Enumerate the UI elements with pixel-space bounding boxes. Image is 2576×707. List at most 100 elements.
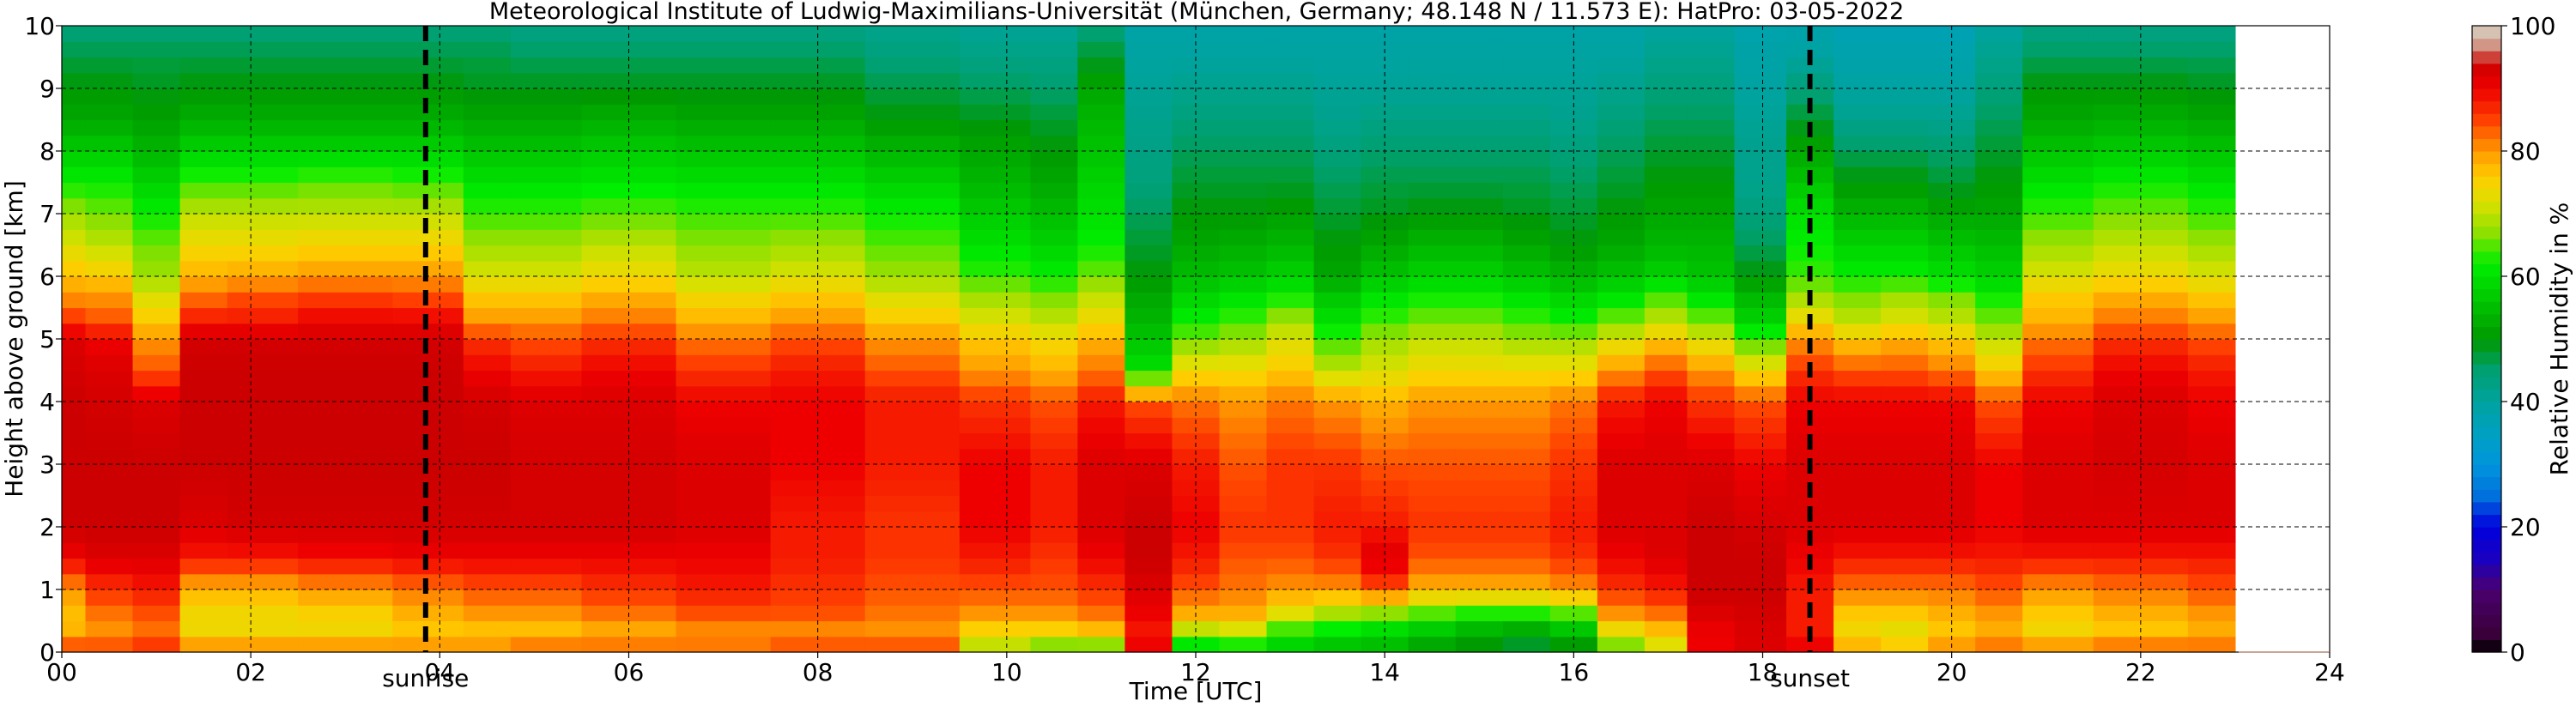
colorbar-segment bbox=[2472, 527, 2501, 541]
heatmap-cell bbox=[959, 480, 1031, 497]
heatmap-cell bbox=[1786, 276, 1834, 293]
heatmap-cell bbox=[85, 307, 134, 324]
annotation-label: sunrise bbox=[382, 664, 469, 692]
heatmap-cell bbox=[1361, 464, 1409, 480]
heatmap-cell bbox=[1313, 527, 1362, 543]
heatmap-cell bbox=[227, 558, 299, 575]
heatmap-cell bbox=[392, 573, 464, 590]
heatmap-cell bbox=[2022, 464, 2094, 480]
heatmap-cell bbox=[2093, 370, 2189, 387]
heatmap-cell bbox=[1455, 197, 1504, 215]
heatmap-cell bbox=[1077, 292, 1126, 309]
heatmap-cell bbox=[1502, 339, 1551, 355]
heatmap-cell bbox=[132, 511, 181, 528]
heatmap-cell bbox=[1219, 245, 1268, 262]
heatmap-cell bbox=[2093, 432, 2189, 450]
heatmap-cell bbox=[1834, 527, 1882, 543]
heatmap-cell bbox=[1219, 57, 1268, 74]
heatmap-cell bbox=[132, 151, 181, 167]
heatmap-cell bbox=[463, 605, 512, 622]
heatmap-cell bbox=[959, 339, 1031, 355]
heatmap-cell bbox=[1266, 72, 1315, 89]
colorbar-segment bbox=[2472, 201, 2501, 215]
heatmap-cell bbox=[1834, 354, 1882, 372]
heatmap-cell bbox=[864, 339, 961, 355]
heatmap-cell bbox=[959, 417, 1031, 434]
heatmap-cell bbox=[1597, 417, 1646, 434]
profile-column bbox=[510, 26, 583, 653]
heatmap-cell bbox=[1502, 636, 1551, 653]
heatmap-cell bbox=[392, 292, 464, 309]
heatmap-cell bbox=[1502, 57, 1551, 74]
heatmap-cell bbox=[1644, 292, 1688, 309]
heatmap-cell bbox=[62, 323, 87, 340]
heatmap-cell bbox=[2093, 448, 2189, 465]
heatmap-cell bbox=[864, 527, 961, 543]
heatmap-cell bbox=[392, 432, 464, 450]
heatmap-cell bbox=[392, 197, 464, 215]
heatmap-cell bbox=[581, 432, 677, 450]
heatmap-cell bbox=[2187, 527, 2236, 543]
heatmap-cell bbox=[770, 527, 866, 543]
heatmap-cell bbox=[1455, 292, 1504, 309]
heatmap-cell bbox=[1455, 370, 1504, 387]
heatmap-cell bbox=[2187, 417, 2236, 434]
heatmap-cell bbox=[62, 182, 87, 199]
heatmap-cell bbox=[2187, 605, 2236, 622]
heatmap-cell bbox=[1975, 135, 2023, 152]
heatmap-cell bbox=[676, 292, 772, 309]
heatmap-cell bbox=[1502, 88, 1551, 105]
heatmap-cell bbox=[676, 197, 772, 215]
heatmap-cell bbox=[179, 214, 228, 230]
heatmap-cell bbox=[1313, 417, 1362, 434]
heatmap-cell bbox=[1644, 605, 1688, 622]
heatmap-cell bbox=[1408, 229, 1457, 246]
heatmap-cell bbox=[1313, 370, 1362, 387]
heatmap-cell bbox=[1266, 104, 1315, 121]
heatmap-cell bbox=[85, 448, 134, 465]
colorbar-tick-label: 60 bbox=[2510, 263, 2541, 291]
heatmap-cell bbox=[510, 620, 583, 638]
heatmap-cell bbox=[1455, 135, 1504, 152]
heatmap-cell bbox=[132, 417, 181, 434]
heatmap-cell bbox=[2187, 307, 2236, 324]
heatmap-cell bbox=[864, 448, 961, 465]
heatmap-cell bbox=[1219, 260, 1268, 277]
heatmap-cell bbox=[1455, 41, 1504, 58]
heatmap-cell bbox=[1455, 151, 1504, 167]
heatmap-cell bbox=[179, 370, 228, 387]
heatmap-cell bbox=[1502, 214, 1551, 230]
heatmap-cell bbox=[132, 41, 181, 58]
heatmap-cell bbox=[1219, 276, 1268, 293]
heatmap-cell bbox=[1644, 245, 1688, 262]
heatmap-cell bbox=[1644, 26, 1688, 42]
heatmap-cell bbox=[676, 307, 772, 324]
heatmap-cell bbox=[1597, 214, 1646, 230]
heatmap-cell bbox=[1687, 104, 1736, 121]
heatmap-cell bbox=[1834, 292, 1882, 309]
heatmap-cell bbox=[1266, 41, 1315, 58]
heatmap-cell bbox=[1502, 542, 1551, 559]
heatmap-cell bbox=[2187, 636, 2236, 653]
heatmap-cell bbox=[1455, 276, 1504, 293]
heatmap-cell bbox=[1077, 307, 1126, 324]
heatmap-cell bbox=[1361, 448, 1409, 465]
heatmap-cell bbox=[1834, 307, 1882, 324]
heatmap-cell bbox=[1219, 26, 1268, 42]
heatmap-cell bbox=[1124, 417, 1173, 434]
heatmap-cell bbox=[2187, 57, 2236, 74]
heatmap-cell bbox=[1030, 620, 1078, 638]
heatmap-cell bbox=[62, 307, 87, 324]
heatmap-cell bbox=[227, 480, 299, 497]
heatmap-cell bbox=[1172, 542, 1221, 559]
heatmap-cell bbox=[1455, 260, 1504, 277]
heatmap-cell bbox=[770, 542, 866, 559]
heatmap-cell bbox=[1266, 151, 1315, 167]
heatmap-cell bbox=[392, 605, 464, 622]
heatmap-cell bbox=[1408, 464, 1457, 480]
heatmap-cell bbox=[1124, 119, 1173, 136]
profile-column bbox=[959, 26, 1031, 653]
heatmap-cell bbox=[85, 417, 134, 434]
colorbar-segment bbox=[2472, 100, 2501, 114]
heatmap-cell bbox=[959, 119, 1031, 136]
